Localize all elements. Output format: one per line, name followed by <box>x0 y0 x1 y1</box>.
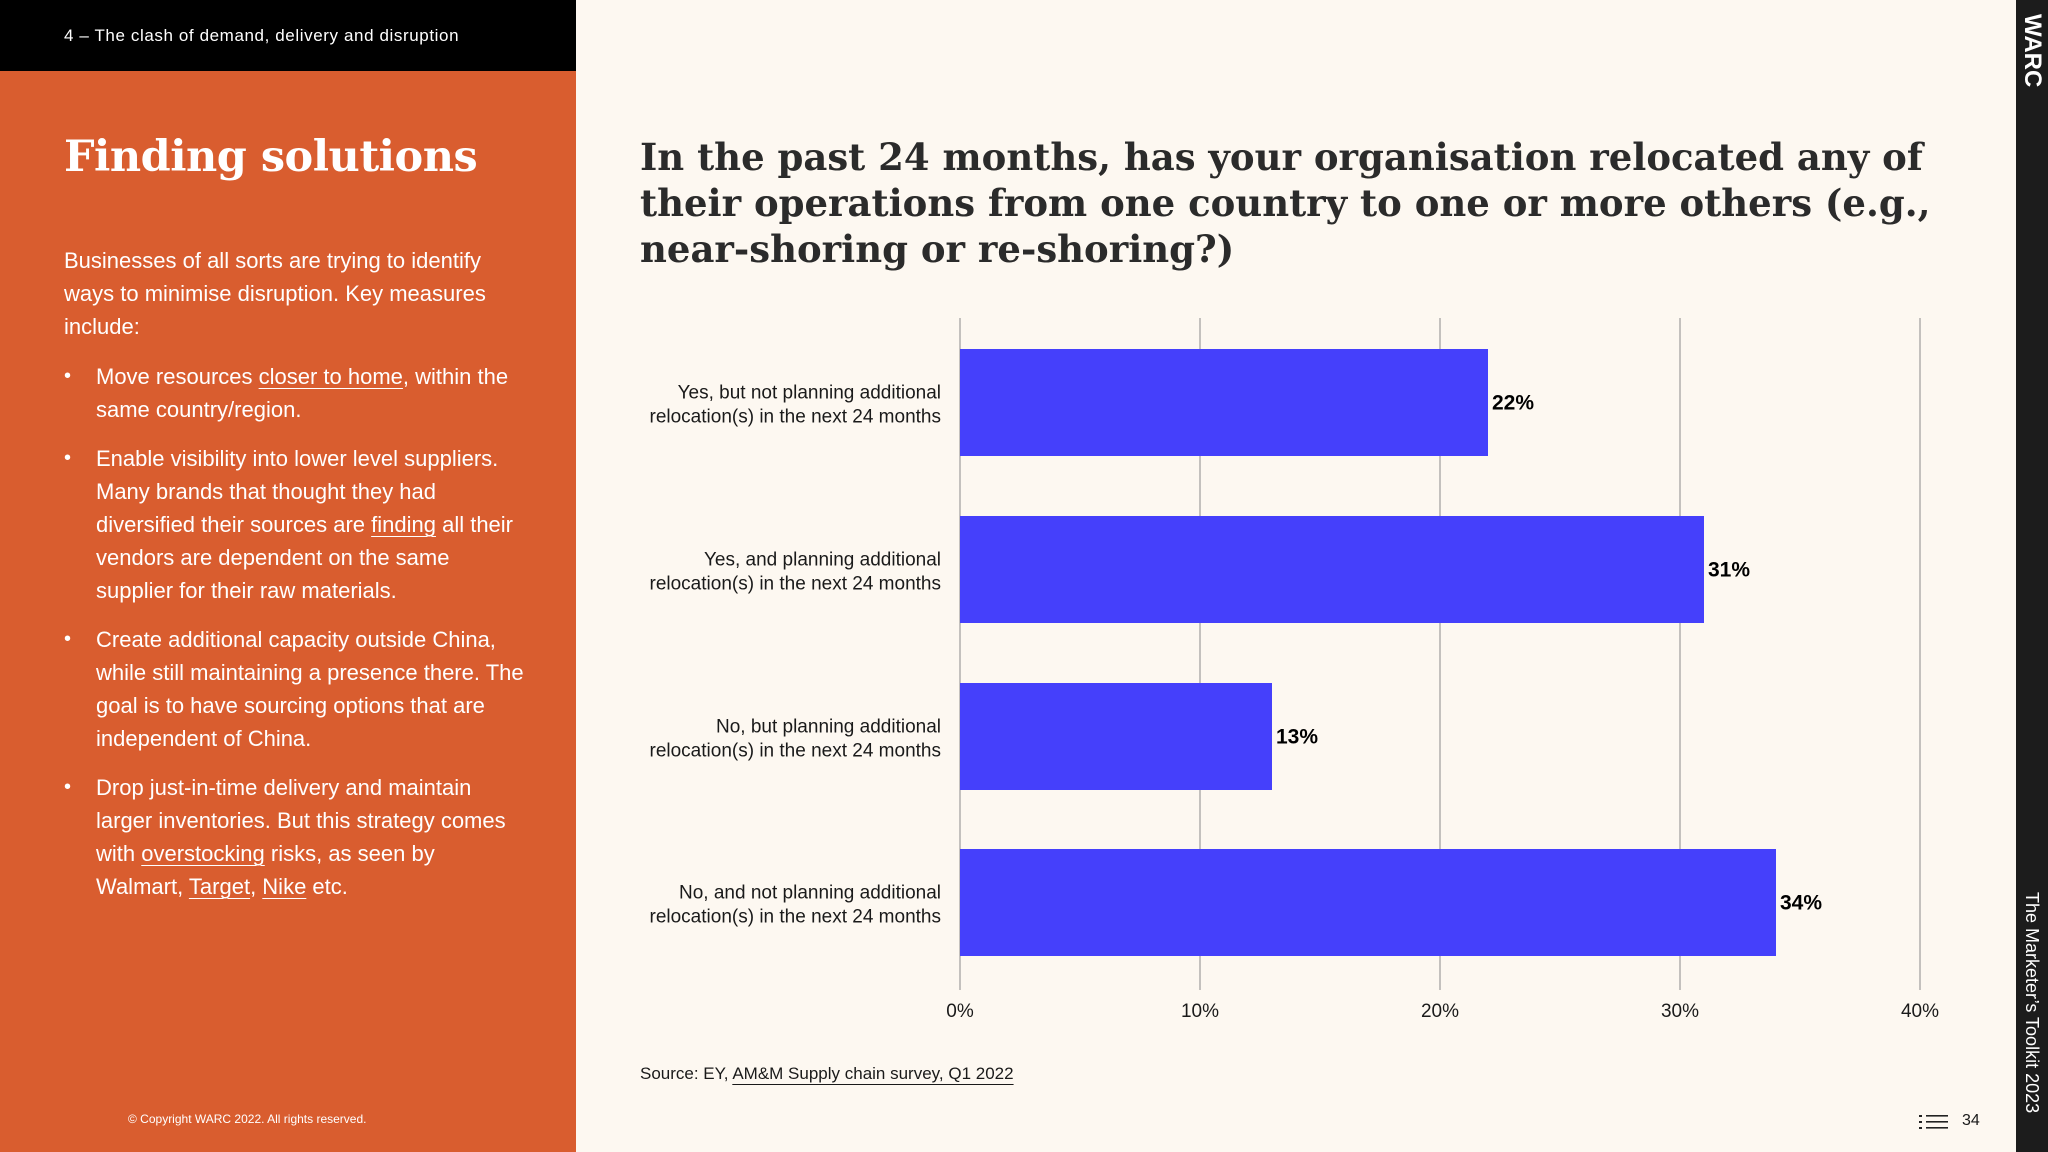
list-item: Enable visibility into lower level suppl… <box>64 442 524 607</box>
target-link[interactable]: Target <box>188 874 251 899</box>
list-item: Create additional capacity outside China… <box>64 623 524 755</box>
section-breadcrumb[interactable]: 4 – The clash of demand, delivery and di… <box>0 0 576 71</box>
copyright-notice: © Copyright WARC 2022. All rights reserv… <box>128 1112 367 1126</box>
contents-list-icon[interactable] <box>1918 1114 1950 1130</box>
category-label: No, and not planning additional <box>679 883 941 904</box>
category-label: relocation(s) in the next 24 months <box>650 741 942 762</box>
bullet-text: etc. <box>306 874 348 899</box>
source-note: Source: EY, AM&M Supply chain survey, Q1… <box>640 1064 1014 1084</box>
category-label: No, but planning additional <box>716 717 941 738</box>
category-label: Yes, but not planning additional <box>678 383 941 404</box>
publication-name: The Marketer’s Toolkit 2023 <box>2022 892 2042 1114</box>
measures-list: Move resources closer to home, within th… <box>64 360 524 919</box>
bullet-text: all their vendors are dependent on the s… <box>96 512 514 603</box>
bullet-text: risks, as seen by Walmart, <box>96 841 435 899</box>
closer-to-home-link[interactable]: closer to home <box>258 364 403 389</box>
data-label: 31% <box>1708 559 1750 582</box>
list-item: Move resources closer to home, within th… <box>64 360 524 426</box>
x-tick-label: 20% <box>1421 1001 1459 1022</box>
overstocking-link[interactable]: overstocking <box>141 841 265 866</box>
bullet-text: , <box>250 874 263 899</box>
category-label: relocation(s) in the next 24 months <box>650 407 942 428</box>
bullet-text: Drop just-in-time delivery and maintain … <box>96 775 506 866</box>
bar <box>960 349 1488 456</box>
bullet-text: Move resources <box>96 364 259 389</box>
bar <box>960 683 1272 790</box>
list-item: Drop just-in-time delivery and maintain … <box>64 771 524 903</box>
bullet-text: Create additional capacity outside China… <box>96 627 524 751</box>
sidebar-intro: Businesses of all sorts are trying to id… <box>64 248 486 339</box>
warc-logo: WARC <box>2019 14 2046 88</box>
data-label: 22% <box>1492 392 1534 415</box>
data-label: 13% <box>1276 726 1318 749</box>
finding-link[interactable]: finding <box>371 512 436 537</box>
sidebar-title: Finding solutions <box>64 132 478 182</box>
data-label: 34% <box>1780 892 1822 915</box>
x-tick-label: 0% <box>946 1001 974 1022</box>
source-label: Source: EY, <box>640 1064 733 1083</box>
category-label: relocation(s) in the next 24 months <box>650 574 942 595</box>
source-link[interactable]: AM&M Supply chain survey, Q1 2022 <box>732 1064 1014 1083</box>
bar <box>960 849 1776 956</box>
x-tick-label: 30% <box>1661 1001 1699 1022</box>
nike-link[interactable]: Nike <box>262 874 307 899</box>
bullet-text: Enable visibility into lower level suppl… <box>96 446 499 537</box>
x-tick-label: 40% <box>1901 1001 1939 1022</box>
chart-title: In the past 24 months, has your organisa… <box>640 135 1931 271</box>
sidebar-panel: 4 – The clash of demand, delivery and di… <box>0 0 576 1152</box>
page-number: 34 <box>1962 1112 1980 1129</box>
x-tick-label: 10% <box>1181 1001 1219 1022</box>
bar <box>960 516 1704 623</box>
category-label: Yes, and planning additional <box>704 550 941 571</box>
bullet-text: , within the same country/region. <box>96 364 509 422</box>
category-label: relocation(s) in the next 24 months <box>650 907 942 928</box>
right-brand-strip <box>2016 0 2048 1152</box>
